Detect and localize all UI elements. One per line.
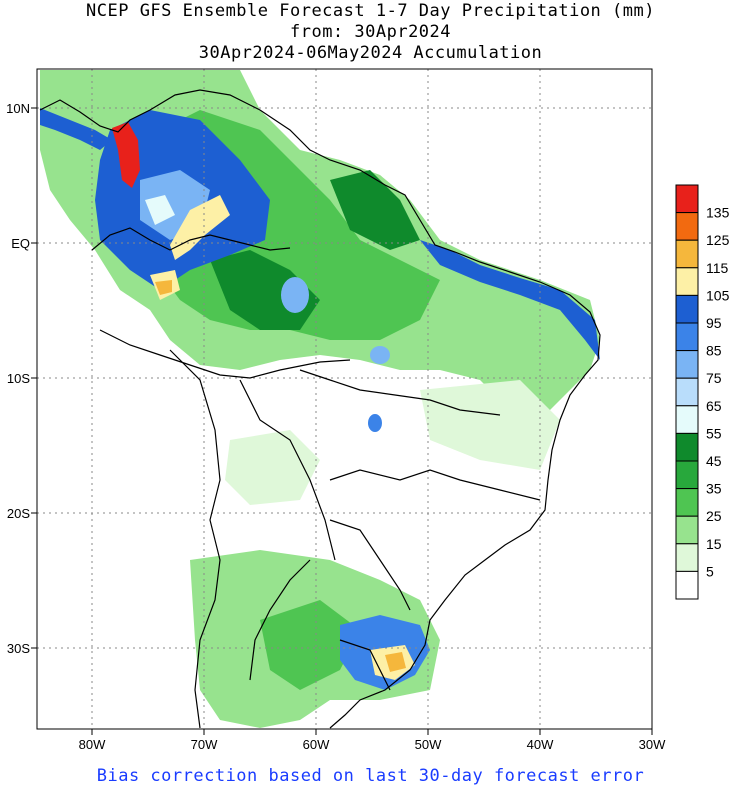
- legend-swatch: [675, 543, 699, 572]
- lon-labels: 80W 70W 60W 50W 40W 30W: [79, 737, 666, 752]
- country-borders: [39, 89, 601, 729]
- precip-yellow-nw: [170, 195, 230, 260]
- precip-blue-spot3: [368, 414, 382, 432]
- precip-orange-sw: [155, 280, 172, 295]
- legend-label: 85: [706, 343, 722, 359]
- map-title: NCEP GFS Ensemble Forecast 1-7 Day Preci…: [86, 1, 655, 21]
- lon-label: 60W: [303, 737, 330, 752]
- precip-cyan-nw: [145, 195, 175, 225]
- precip-blue-spot1: [281, 277, 309, 313]
- lat-label: 30S: [7, 641, 30, 656]
- legend-label: 75: [706, 370, 722, 386]
- precip-red-coast: [112, 122, 140, 188]
- map-frame: [36, 68, 653, 730]
- legend-swatch: [675, 377, 699, 407]
- legend-swatch: [675, 212, 699, 241]
- legend-swatch: [675, 239, 699, 269]
- legend-label: 95: [706, 315, 722, 331]
- precip-blue-ne-coast: [420, 240, 600, 360]
- legend-label: 65: [706, 398, 722, 414]
- bias-correction-note: Bias correction based on last 30-day for…: [96, 766, 645, 786]
- lon-label: 50W: [415, 737, 442, 752]
- legend-swatch: [675, 432, 699, 462]
- lon-label: 30W: [639, 737, 666, 752]
- precip-green-east: [420, 380, 560, 470]
- precip-legend: 135 125 115 105 95 85 75 65 55 45 35 25 15 5: [675, 184, 730, 600]
- legend-label: 35: [706, 481, 722, 497]
- lon-label: 80W: [79, 737, 106, 752]
- legend-swatch: [675, 294, 699, 324]
- legend-label: 45: [706, 453, 722, 469]
- legend-label: 135: [706, 205, 730, 221]
- legend-swatch: [675, 570, 699, 600]
- lat-label: EQ: [11, 236, 30, 251]
- legend-label: 125: [706, 232, 730, 248]
- legend-swatch: [675, 267, 699, 296]
- legend-swatch: [675, 184, 699, 214]
- lat-labels: 10N EQ 10S 20S 30S: [6, 101, 30, 656]
- legend-swatch: [675, 515, 699, 545]
- lon-label: 40W: [527, 737, 554, 752]
- accumulation-period: 30Apr2024-06May2024 Accumulation: [198, 43, 543, 63]
- lat-label: 10N: [6, 101, 30, 116]
- lat-label: 20S: [7, 506, 30, 521]
- precipitation-field: [37, 69, 652, 729]
- precip-green-south-mid: [260, 600, 360, 690]
- legend-label: 105: [706, 287, 730, 303]
- axis-ticks: [31, 107, 653, 735]
- legend-swatch: [675, 322, 699, 352]
- precip-green-central: [225, 430, 320, 505]
- legend-label: 25: [706, 508, 722, 524]
- precip-orange-south: [385, 652, 406, 672]
- legend-label: 115: [706, 260, 729, 276]
- legend-label: 15: [706, 536, 722, 552]
- legend-swatch: [675, 460, 699, 490]
- lon-label: 70W: [191, 737, 218, 752]
- forecast-init-date: from: 30Apr2024: [289, 22, 452, 42]
- precip-blue-spot2: [370, 346, 390, 364]
- legend-label: 5: [706, 563, 714, 579]
- precip-blue-carib: [40, 108, 112, 150]
- graticule: [37, 69, 652, 729]
- legend-swatch: [675, 488, 699, 517]
- legend-label: 55: [706, 425, 722, 441]
- legend-swatch: [675, 350, 699, 379]
- precip-green-dark2: [330, 170, 420, 250]
- legend-swatch: [675, 405, 699, 434]
- lat-label: 10S: [7, 371, 30, 386]
